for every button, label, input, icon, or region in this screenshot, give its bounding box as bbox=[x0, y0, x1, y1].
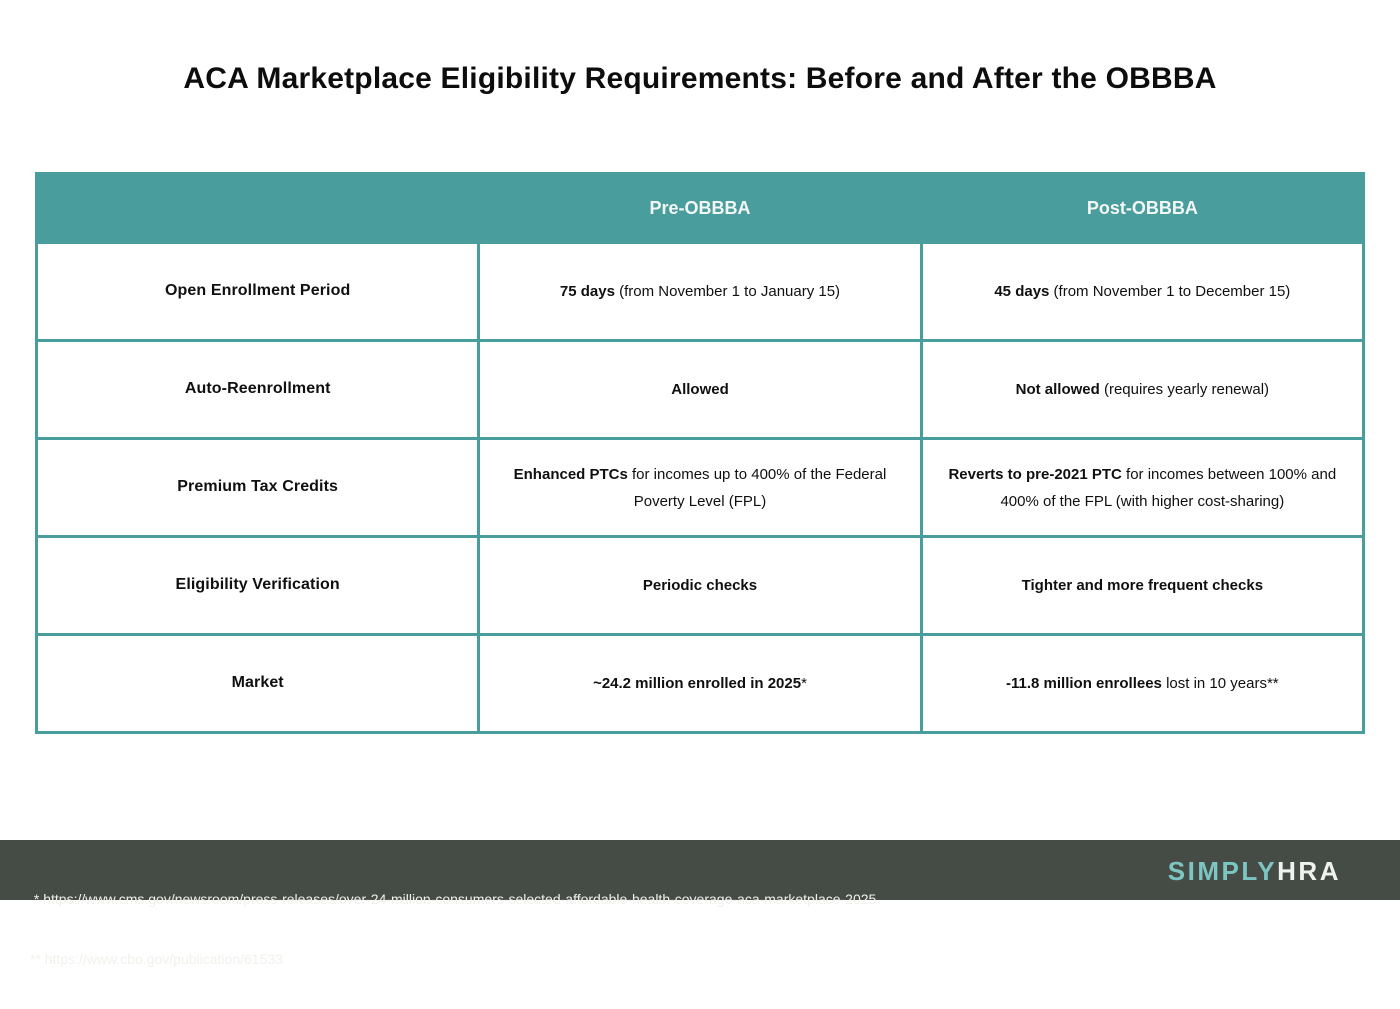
simplyhra-logo: SIMPLYHRA bbox=[1168, 856, 1341, 887]
cell-regular-text: (from November 1 to December 15) bbox=[1049, 283, 1291, 300]
cell-regular-text: for incomes up to 400% of the Federal Po… bbox=[627, 465, 887, 510]
cell-bold-text: Tighter and more frequent checks bbox=[1021, 577, 1264, 594]
cell-bold-text: ~24.2 million enrolled in 2025 bbox=[593, 675, 802, 692]
table-header-row: Pre-OBBBA Post-OBBBA bbox=[34, 172, 1366, 244]
header-cell-post-obbba: Post-OBBBA bbox=[919, 172, 1366, 244]
cell-regular-text: for incomes between 100% and 400% of the… bbox=[1000, 465, 1337, 510]
cell-regular-text: (requires yearly renewal) bbox=[1099, 381, 1270, 398]
page-title: ACA Marketplace Eligibility Requirements… bbox=[183, 62, 1217, 96]
logo-text-hra: HRA bbox=[1277, 856, 1341, 886]
cell-regular-text: lost in 10 years** bbox=[1161, 675, 1279, 692]
cell-open-enrollment-pre: 75 days (from November 1 to January 15) bbox=[477, 241, 923, 342]
table-row: Eligibility Verification Periodic checks… bbox=[34, 535, 1366, 636]
table-row: Auto-Reenrollment Allowed Not allowed (r… bbox=[34, 339, 1366, 440]
cell-eligibility-verification-post: Tighter and more frequent checks bbox=[919, 535, 1366, 636]
cell-bold-text: -11.8 million enrollees bbox=[1006, 675, 1162, 692]
cell-auto-reenrollment-post: Not allowed (requires yearly renewal) bbox=[919, 339, 1366, 440]
cell-bold-text: Allowed bbox=[671, 381, 729, 398]
table-row: Premium Tax Credits Enhanced PTCs for in… bbox=[34, 437, 1366, 538]
cell-auto-reenrollment-pre: Allowed bbox=[477, 339, 923, 440]
cell-regular-text: (from November 1 to January 15) bbox=[614, 283, 841, 300]
table-row: Open Enrollment Period 75 days (from Nov… bbox=[34, 241, 1366, 342]
source-citations: * https://www.cms.gov/newsroom/press-rel… bbox=[30, 849, 876, 1009]
cell-market-post: -11.8 million enrollees lost in 10 years… bbox=[919, 633, 1366, 734]
cell-bold-text: Reverts to pre-2021 PTC bbox=[948, 465, 1122, 483]
comparison-table: Pre-OBBBA Post-OBBBA Open Enrollment Per… bbox=[34, 172, 1366, 734]
row-label-market: Market bbox=[34, 633, 481, 734]
row-label-eligibility-verification: Eligibility Verification bbox=[34, 535, 481, 636]
cell-premium-tax-credits-post: Reverts to pre-2021 PTC for incomes betw… bbox=[919, 437, 1366, 538]
header-cell-pre-obbba: Pre-OBBBA bbox=[477, 172, 923, 244]
cell-eligibility-verification-pre: Periodic checks bbox=[477, 535, 923, 636]
logo-text-simply: SIMPLY bbox=[1167, 856, 1278, 886]
cell-bold-text: 75 days bbox=[559, 283, 615, 300]
cell-bold-text: Enhanced PTCs bbox=[513, 465, 628, 483]
cell-market-pre: ~24.2 million enrolled in 2025* bbox=[477, 633, 923, 734]
cell-bold-text: Periodic checks bbox=[642, 577, 758, 594]
row-label-premium-tax-credits: Premium Tax Credits bbox=[34, 437, 481, 538]
cell-premium-tax-credits-pre: Enhanced PTCs for incomes up to 400% of … bbox=[477, 437, 923, 538]
cell-open-enrollment-post: 45 days (from November 1 to December 15) bbox=[919, 241, 1366, 342]
source-line-2: ** https://www.cbo.gov/publication/61533 bbox=[30, 951, 283, 967]
row-label-auto-reenrollment: Auto-Reenrollment bbox=[34, 339, 481, 440]
cell-regular-text: * bbox=[801, 675, 807, 692]
row-label-open-enrollment: Open Enrollment Period bbox=[34, 241, 481, 342]
header-cell-empty bbox=[34, 172, 481, 244]
source-line-1: * https://www.cms.gov/newsroom/press-rel… bbox=[30, 891, 877, 907]
footer-bar: * https://www.cms.gov/newsroom/press-rel… bbox=[0, 840, 1400, 967]
table-row: Market ~24.2 million enrolled in 2025* -… bbox=[34, 633, 1366, 734]
cell-bold-text: 45 days bbox=[994, 283, 1050, 300]
cell-bold-text: Not allowed bbox=[1015, 381, 1100, 398]
